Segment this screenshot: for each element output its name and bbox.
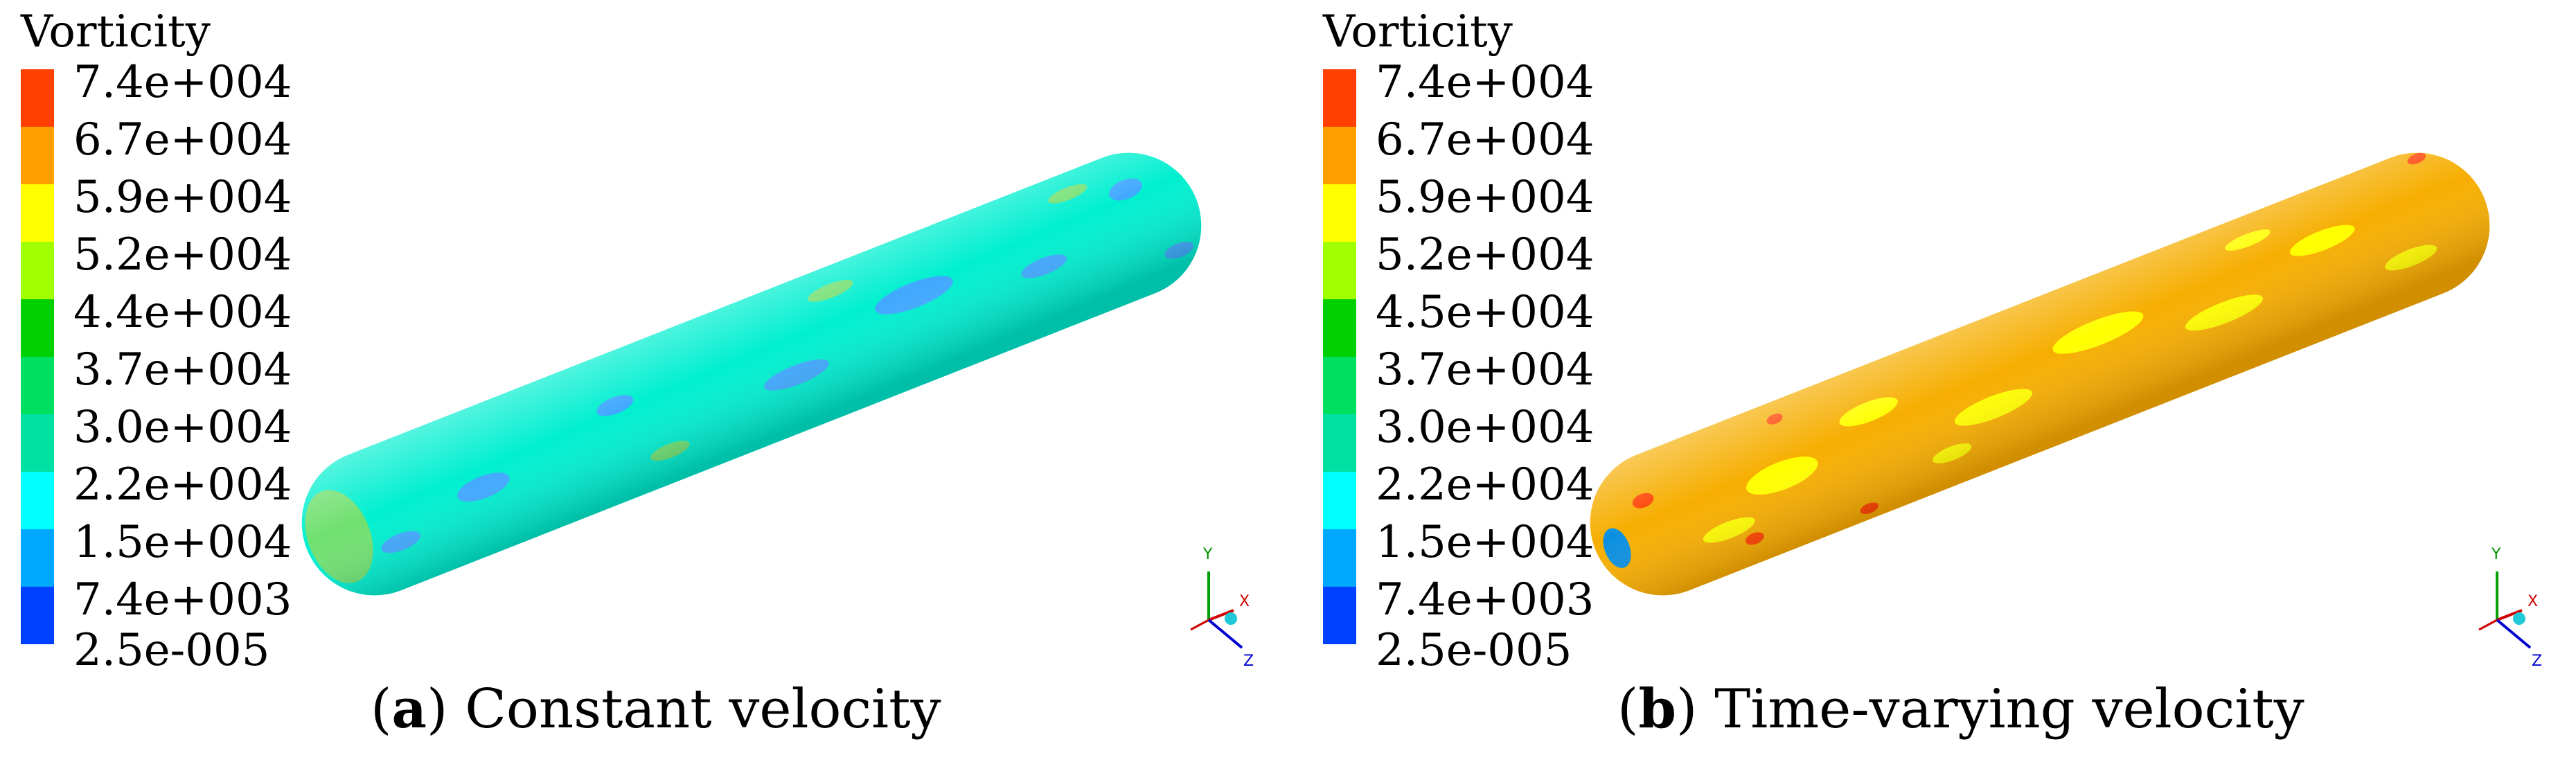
colorbar-swatch (21, 242, 54, 299)
colorbar-tick-label: 5.2e+004 (73, 229, 292, 281)
caption-b: (b) Time-varying velocity (1617, 677, 2304, 741)
colorbar-swatch (21, 472, 54, 529)
capsule-render: Y X Z (301, 152, 1254, 670)
caption-a: (a) Constant velocity (371, 677, 941, 741)
colorbar-swatch (1323, 242, 1356, 299)
colorbar (21, 69, 54, 644)
caption-letter: a (391, 677, 427, 741)
colorbar-tick-label: 3.0e+004 (1376, 402, 1595, 453)
colorbar-tick-label: 4.5e+004 (1376, 287, 1595, 338)
colorbar-tick-label: 6.7e+004 (1376, 114, 1595, 166)
colorbar-swatch (21, 127, 54, 184)
colorbar-tick-label: 7.4e+004 (73, 57, 292, 108)
colorbar-swatch (21, 357, 54, 414)
legend-title: Vorticity (21, 6, 211, 57)
colorbar-tick-label: 2.2e+004 (1376, 459, 1595, 511)
colorbar-tick-label: 1.5e+004 (1376, 517, 1595, 568)
colorbar-swatch (1323, 184, 1356, 242)
colorbar-tick-label: 2.5e-005 (73, 625, 270, 676)
colorbar-swatch (21, 69, 54, 127)
axis-x-label: X (1239, 593, 1250, 610)
colorbar-tick-label: 6.7e+004 (73, 114, 292, 166)
axis-x-label: X (2528, 593, 2538, 610)
axis-y-label: Y (2491, 546, 2501, 563)
caption-letter: b (1638, 677, 1676, 741)
colorbar-tick-label: 3.7e+004 (73, 344, 292, 396)
colorbar-tick-label: 5.9e+004 (73, 172, 292, 223)
colorbar-tick-label: 7.4e+003 (1376, 574, 1595, 626)
colorbar-swatch (21, 587, 54, 644)
colorbar-swatch (21, 414, 54, 472)
colorbar-tick-label: 5.2e+004 (1376, 229, 1595, 281)
colorbar-swatch (21, 299, 54, 357)
caption-text: Time-varying velocity (1714, 678, 2304, 741)
colorbar-tick-label: 7.4e+003 (73, 574, 292, 626)
colorbar-tick-label: 3.7e+004 (1376, 344, 1595, 396)
legend-title: Vorticity (1323, 6, 1513, 57)
axis-triad: Y X Z (1190, 546, 1254, 670)
axis-triad: Y X Z (2478, 546, 2542, 670)
colorbar-swatch (1323, 587, 1356, 644)
panel-b: Vorticity 7.4e+004 6.7e+004 5.9e+004 5.2… (1288, 0, 2576, 771)
colorbar-swatch (1323, 414, 1356, 472)
axis-z-label: Z (2532, 653, 2542, 670)
caption-text: Constant velocity (465, 678, 941, 741)
colorbar-swatch (1323, 127, 1356, 184)
capsule-render: Y X Z (1590, 152, 2542, 670)
axis-y-label: Y (1202, 546, 1213, 563)
panel-a: Vorticity 7.4e+004 6.7e+004 5.9e+004 5.2… (21, 6, 1254, 741)
colorbar-swatch (21, 529, 54, 587)
colorbar-swatch (1323, 357, 1356, 414)
colorbar-tick-label: 2.2e+004 (73, 459, 292, 511)
colorbar-swatch (1323, 529, 1356, 587)
colorbar-tick-label: 1.5e+004 (73, 517, 292, 568)
colorbar-swatch (1323, 299, 1356, 357)
colorbar (1323, 69, 1356, 644)
colorbar-tick-label: 3.0e+004 (73, 402, 292, 453)
colorbar-tick-label: 4.4e+004 (73, 287, 292, 338)
colorbar-swatch (21, 184, 54, 242)
colorbar-tick-label: 5.9e+004 (1376, 172, 1595, 223)
colorbar-swatch (1323, 69, 1356, 127)
colorbar-tick-label: 2.5e-005 (1376, 625, 1572, 676)
colorbar-swatch (1323, 472, 1356, 529)
colorbar-tick-label: 7.4e+004 (1376, 57, 1595, 108)
axis-z-label: Z (1243, 653, 1254, 670)
